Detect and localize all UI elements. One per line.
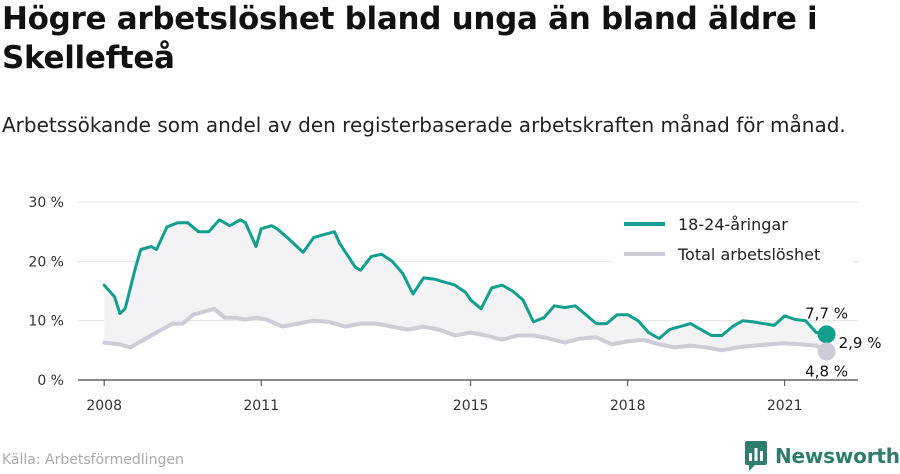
legend: 18-24-åringar Total arbetslöshet [612,205,854,271]
end-label-18-24: 7,7 % [805,304,848,322]
end-point-18-24 [817,325,836,344]
chart-title: Högre arbetslöshet bland unga än bland ä… [2,1,818,76]
y-tick-label: 0 % [37,373,64,389]
x-tick-label: 2008 [86,398,122,414]
y-tick-label: 20 % [28,254,64,270]
series-line-18-24 [102,218,829,340]
y-tick-label: 10 % [28,314,64,330]
legend-label-18-24: 18-24-åringar [678,215,788,234]
brand-name: Newsworthy [775,444,900,468]
y-axis-ticks: 0 % 10 % 20 % 30 % [28,195,64,389]
brand-logo[interactable]: Newsworthy [745,441,900,471]
end-label-total: 4,8 % [805,363,848,381]
y-tick-label: 30 % [28,195,64,211]
difference-label: 2,9 % [839,334,882,352]
legend-background [612,205,854,271]
series-line-total [102,306,829,354]
legend-label-total: Total arbetslöshet [677,245,820,264]
x-axis-ticks: 2008 2011 2015 2018 2021 [86,380,803,414]
end-point-total [817,342,836,361]
x-tick-label: 2015 [453,398,489,414]
difference-area [104,219,827,352]
x-tick-label: 2021 [767,398,803,414]
x-tick-label: 2011 [243,398,279,414]
chart-subtitle: Arbetssökande som andel av den registerb… [2,113,846,137]
newsworthy-logo-icon [745,441,767,471]
x-tick-label: 2018 [610,398,646,414]
source-note: Källa: Arbetsförmedlingen [2,452,184,468]
